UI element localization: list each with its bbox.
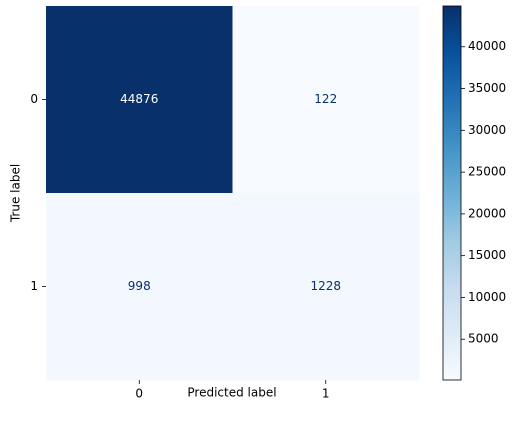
- heatmap-cell: [46, 6, 233, 194]
- y-tick-label: 0: [30, 92, 38, 106]
- cell-value: 998: [128, 279, 151, 293]
- y-axis-label: True label: [9, 164, 23, 223]
- heatmap-cell: [46, 193, 233, 381]
- x-tick-label: 0: [135, 387, 143, 401]
- colorbar-tick-label: 25000: [468, 165, 506, 179]
- colorbar-tick-label: 40000: [468, 39, 506, 53]
- colorbar-tick-label: 35000: [468, 81, 506, 95]
- colorbar: [442, 5, 462, 381]
- x-axis-label: Predicted label: [187, 386, 276, 400]
- colorbar-tick-label: 5000: [468, 332, 499, 346]
- heatmap-cell: [232, 6, 420, 194]
- colorbar-tick-label: 10000: [468, 290, 506, 304]
- colorbar-tick-label: 20000: [468, 206, 506, 220]
- x-tick-label: 1: [322, 387, 330, 401]
- y-tick-label: 1: [30, 279, 38, 293]
- cell-value: 44876: [120, 92, 158, 106]
- cell-value: 1228: [310, 279, 341, 293]
- colorbar-tick-label: 30000: [468, 123, 506, 137]
- heatmap-cell: [232, 193, 420, 381]
- colorbar-tick-label: 15000: [468, 248, 506, 262]
- cell-value: 122: [314, 92, 337, 106]
